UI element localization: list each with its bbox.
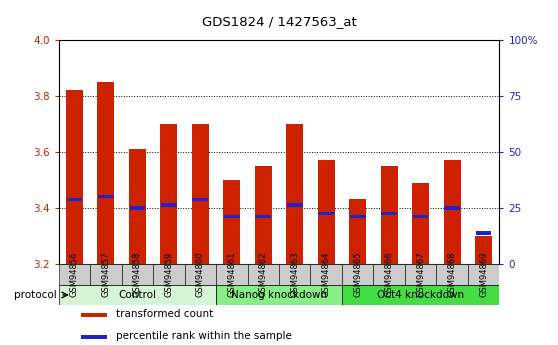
Bar <box>286 124 304 264</box>
Text: GSM94856: GSM94856 <box>70 252 79 297</box>
Text: Control: Control <box>118 290 156 300</box>
Bar <box>373 264 405 285</box>
Bar <box>342 285 499 305</box>
Text: GSM94865: GSM94865 <box>353 252 362 297</box>
Bar <box>256 215 271 218</box>
Text: GSM94858: GSM94858 <box>133 252 142 297</box>
Bar <box>153 264 185 285</box>
Text: percentile rank within the sample: percentile rank within the sample <box>116 331 292 341</box>
Bar <box>405 264 436 285</box>
Bar <box>66 198 82 201</box>
Bar <box>287 203 302 207</box>
Bar <box>129 206 145 209</box>
Bar <box>80 335 107 339</box>
Bar <box>254 166 272 264</box>
Bar <box>349 199 367 264</box>
Bar <box>223 180 240 264</box>
Bar <box>216 264 248 285</box>
Bar <box>98 195 114 198</box>
Bar <box>191 124 209 264</box>
Text: GSM94860: GSM94860 <box>196 252 205 297</box>
Bar <box>216 285 342 305</box>
Bar <box>468 264 499 285</box>
Bar <box>122 264 153 285</box>
Text: GSM94861: GSM94861 <box>227 252 236 297</box>
Bar <box>185 264 216 285</box>
Text: GSM94864: GSM94864 <box>322 252 331 297</box>
Text: GSM94862: GSM94862 <box>259 252 268 297</box>
Text: Oct4 knockdown: Oct4 knockdown <box>377 290 464 300</box>
Bar <box>350 215 365 218</box>
Bar <box>160 124 177 264</box>
Bar <box>319 212 334 215</box>
Bar <box>193 198 208 201</box>
Text: GSM94857: GSM94857 <box>102 252 110 297</box>
Bar <box>161 203 176 207</box>
Bar <box>97 82 114 264</box>
Bar <box>80 313 107 317</box>
Bar <box>436 264 468 285</box>
Bar <box>59 264 90 285</box>
Text: GSM94869: GSM94869 <box>479 252 488 297</box>
Bar <box>476 231 492 235</box>
Text: protocol: protocol <box>15 290 57 300</box>
Bar <box>381 166 398 264</box>
Text: Nanog knockdown: Nanog knockdown <box>231 290 327 300</box>
Bar <box>413 215 429 218</box>
Bar <box>90 264 122 285</box>
Bar <box>66 90 83 264</box>
Text: GDS1824 / 1427563_at: GDS1824 / 1427563_at <box>201 16 357 29</box>
Text: GSM94867: GSM94867 <box>416 252 425 297</box>
Bar <box>342 264 373 285</box>
Bar <box>224 215 239 218</box>
Bar <box>318 160 335 264</box>
Bar <box>248 264 279 285</box>
Bar <box>129 149 146 264</box>
Bar <box>310 264 342 285</box>
Bar <box>382 212 397 215</box>
Text: GSM94868: GSM94868 <box>448 252 456 297</box>
Bar <box>444 160 461 264</box>
Bar <box>475 236 492 264</box>
Text: GSM94866: GSM94866 <box>384 252 394 297</box>
Text: GSM94863: GSM94863 <box>290 252 299 297</box>
Text: transformed count: transformed count <box>116 309 213 319</box>
Bar <box>444 206 460 209</box>
Bar <box>279 264 310 285</box>
Bar <box>412 183 429 264</box>
Bar <box>59 285 216 305</box>
Text: GSM94859: GSM94859 <box>164 252 174 297</box>
